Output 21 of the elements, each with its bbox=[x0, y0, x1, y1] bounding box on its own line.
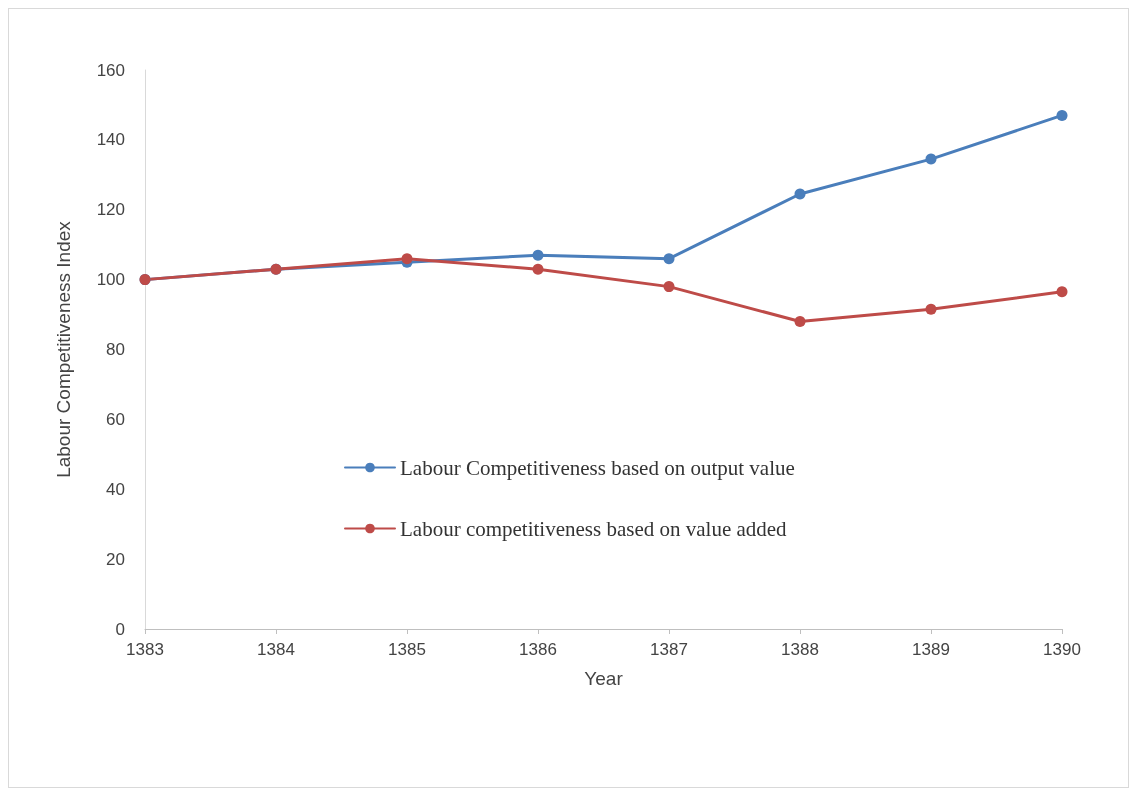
y-tick-label: 140 bbox=[96, 130, 125, 150]
y-tick-label: 120 bbox=[96, 200, 125, 220]
y-tick-label: 20 bbox=[106, 549, 125, 569]
legend-label: Labour competitiveness based on value added bbox=[400, 516, 788, 541]
y-tick-label: 100 bbox=[96, 270, 125, 290]
x-axis-title: Year bbox=[584, 668, 624, 689]
x-tick-label: 1384 bbox=[257, 640, 295, 659]
x-tick-label: 1385 bbox=[388, 640, 426, 659]
x-tick-label: 1386 bbox=[519, 640, 557, 659]
y-tick-label: 0 bbox=[115, 619, 125, 639]
x-tick-label: 1387 bbox=[650, 640, 688, 659]
legend-label: Labour Competitiveness based on output value bbox=[400, 455, 795, 480]
y-tick-label: 60 bbox=[106, 409, 125, 429]
y-tick-label: 80 bbox=[106, 340, 125, 359]
y-tick-label: 160 bbox=[96, 60, 125, 80]
x-tick-label: 1390 bbox=[1043, 640, 1081, 659]
x-tick-label: 1389 bbox=[912, 640, 950, 659]
y-tick-label: 40 bbox=[106, 479, 125, 499]
x-tick-label: 1388 bbox=[781, 640, 819, 659]
x-tick-label: 1383 bbox=[126, 640, 164, 659]
y-axis-title: Labour Competitiveness Index bbox=[53, 220, 74, 478]
